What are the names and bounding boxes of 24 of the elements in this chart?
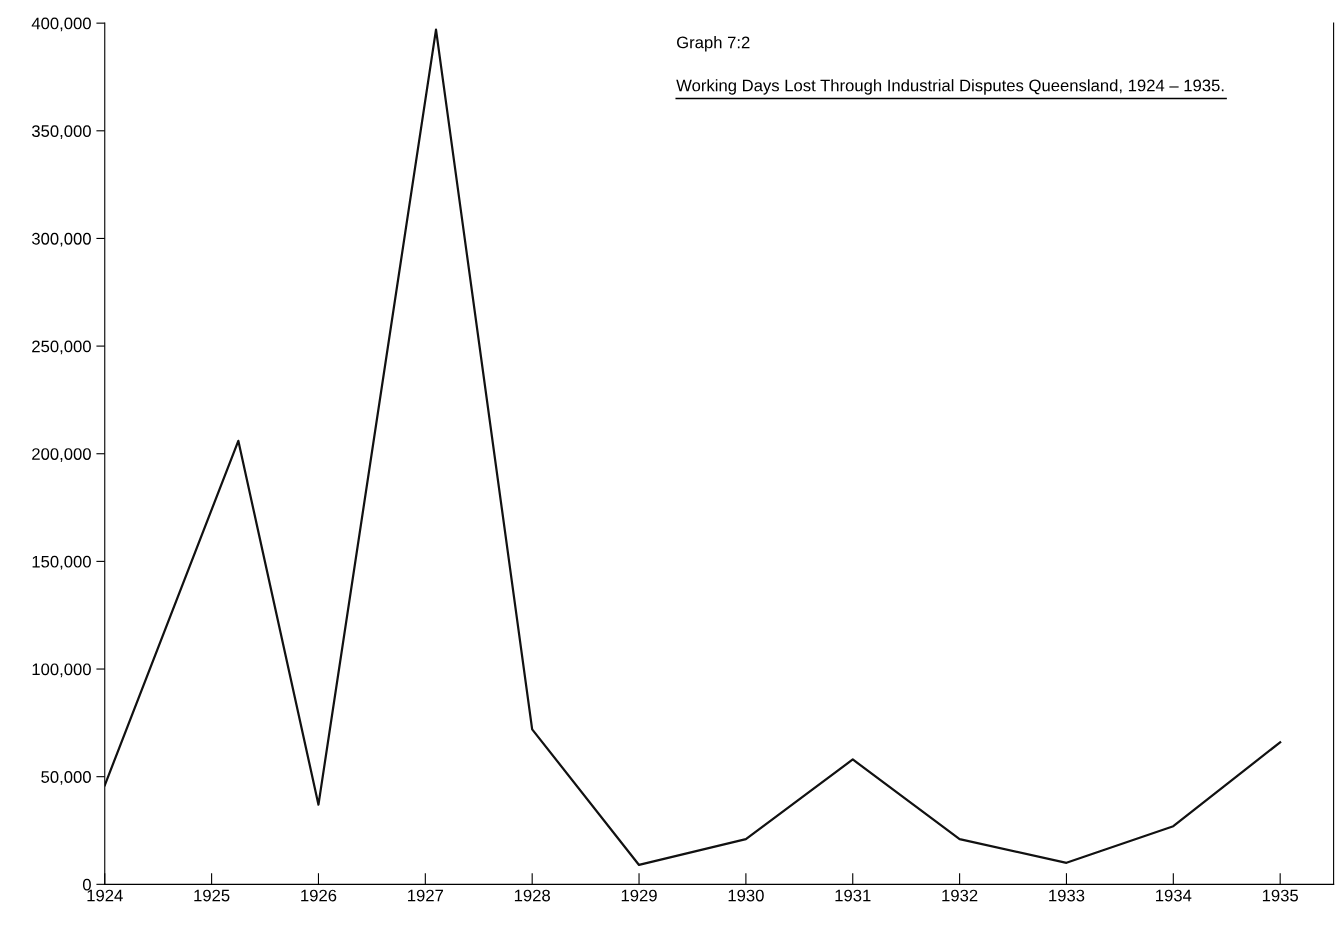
y-tick-label: 250,000 xyxy=(32,340,91,355)
x-tick-label: 1930 xyxy=(728,889,764,902)
x-tick-label: 1934 xyxy=(1156,889,1192,902)
x-tick-label: 1928 xyxy=(514,889,550,902)
y-tick-label: 350,000 xyxy=(31,125,91,139)
x-tick-label: 1925 xyxy=(194,889,230,902)
x-tick-label: 1929 xyxy=(621,889,657,902)
x-tick-label: 1932 xyxy=(942,889,978,902)
y-tick-label: 200,000 xyxy=(32,448,91,462)
y-tick-label: 150,000 xyxy=(32,555,91,570)
y-tick-label: 50,000 xyxy=(41,771,91,785)
text: Graph 7:2 xyxy=(677,36,750,52)
x-tick-label: 1926 xyxy=(301,889,337,902)
y-tick-label: 100,000 xyxy=(32,663,91,678)
line-series xyxy=(104,28,1282,867)
x-tick-label: 1924 xyxy=(87,889,123,902)
x-tick-label: 1935 xyxy=(1262,889,1299,902)
x-tick-label: 1931 xyxy=(835,889,871,902)
y-tick-label: 300,000 xyxy=(31,232,91,247)
y-tick-label: 0 xyxy=(82,878,91,891)
text: Working Days Lost Through Industrial Disputes Queensland, 1924 – 1935. xyxy=(676,79,1224,95)
y-tick-label: 400,000 xyxy=(31,17,91,32)
x-tick-label: 1933 xyxy=(1049,889,1085,902)
x-tick-label: 1927 xyxy=(408,889,444,902)
